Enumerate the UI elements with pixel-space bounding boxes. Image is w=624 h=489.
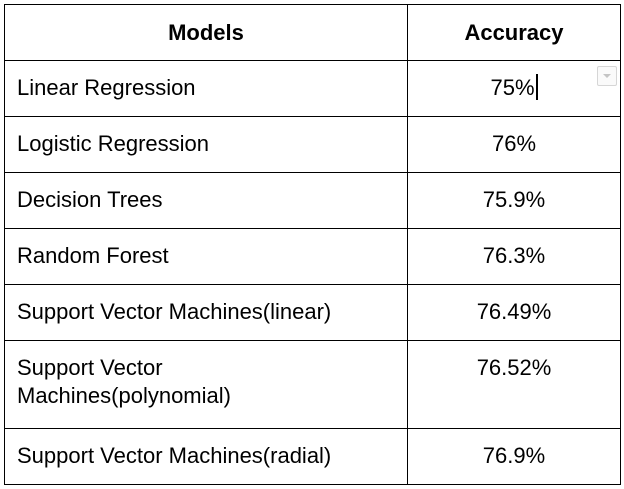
- model-name: Support Vector Machines(radial): [17, 443, 332, 468]
- accuracy-cell[interactable]: 76%: [407, 116, 621, 173]
- table-row: Random Forest 76.3%: [4, 228, 621, 285]
- model-name: Logistic Regression: [17, 131, 209, 156]
- model-cell[interactable]: Logistic Regression: [4, 116, 408, 173]
- model-name: Random Forest: [17, 243, 169, 268]
- accuracy-value: 76%: [491, 131, 537, 156]
- accuracy-value: 75%: [490, 75, 535, 100]
- accuracy-cell[interactable]: 75.9%: [407, 172, 621, 229]
- accuracy-cell[interactable]: 76.52%: [407, 340, 621, 429]
- model-cell[interactable]: Random Forest: [4, 228, 408, 285]
- accuracy-value: 76.52%: [476, 355, 552, 380]
- model-cell[interactable]: Support Vector Machines(polynomial): [4, 340, 408, 429]
- header-row: Models Accuracy: [4, 4, 621, 61]
- table-row: Support Vector Machines(polynomial) 76.5…: [4, 340, 621, 429]
- accuracy-value-wrap: 75%: [408, 61, 620, 102]
- table-row: Support Vector Machines(linear) 76.49%: [4, 284, 621, 341]
- model-name: Support Vector Machines(polynomial): [17, 355, 231, 408]
- accuracy-value: 75.9%: [482, 187, 546, 212]
- table-row: Linear Regression 75%: [4, 60, 621, 117]
- models-header[interactable]: Models: [4, 4, 408, 61]
- model-cell[interactable]: Support Vector Machines(linear): [4, 284, 408, 341]
- model-name: Decision Trees: [17, 187, 163, 212]
- accuracy-value: 76.49%: [476, 299, 552, 324]
- accuracy-value: 76.9%: [482, 443, 546, 468]
- accuracy-header[interactable]: Accuracy: [407, 4, 621, 61]
- model-name: Support Vector Machines(linear): [17, 299, 332, 324]
- accuracy-cell[interactable]: 76.3%: [407, 228, 621, 285]
- model-cell[interactable]: Decision Trees: [4, 172, 408, 229]
- chevron-down-icon: [603, 74, 611, 78]
- table-row: Logistic Regression 76%: [4, 116, 621, 173]
- table-row: Support Vector Machines(radial) 76.9%: [4, 428, 621, 485]
- model-cell[interactable]: Linear Regression: [4, 60, 408, 117]
- text-cursor: [535, 74, 538, 100]
- accuracy-cell[interactable]: 76.9%: [407, 428, 621, 485]
- table-row: Decision Trees 75.9%: [4, 172, 621, 229]
- model-cell[interactable]: Support Vector Machines(radial): [4, 428, 408, 485]
- model-name: Linear Regression: [17, 75, 196, 100]
- accuracy-cell[interactable]: 76.49%: [407, 284, 621, 341]
- cell-dropdown-button[interactable]: [597, 66, 617, 86]
- models-accuracy-table: Models Accuracy Linear Regression 75% Lo…: [4, 4, 621, 485]
- accuracy-value: 76.3%: [482, 243, 546, 268]
- accuracy-cell-active[interactable]: 75%: [407, 60, 621, 117]
